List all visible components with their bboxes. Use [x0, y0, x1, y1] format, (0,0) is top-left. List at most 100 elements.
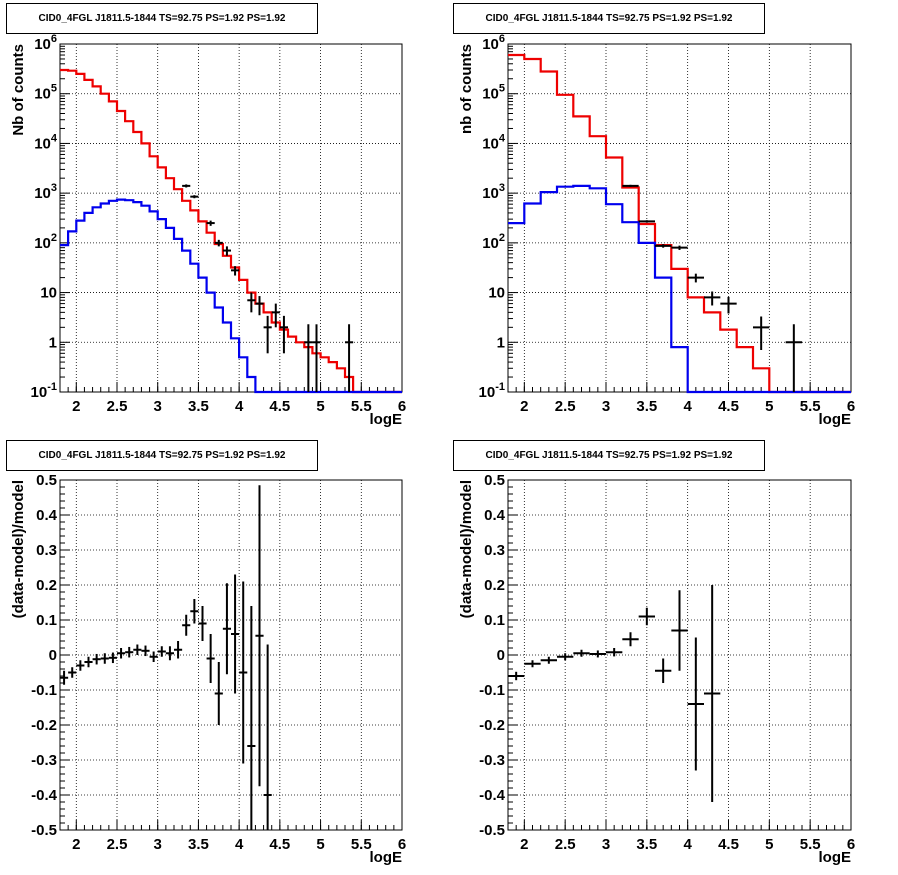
x-tick-label: 4	[683, 836, 692, 853]
residual-point	[174, 641, 183, 659]
data-point	[785, 324, 802, 392]
residual-point	[76, 660, 85, 671]
y-axis-label: (data-model)/model	[458, 480, 475, 618]
plot-frame	[507, 43, 852, 393]
y-tick-label: 0.1	[36, 612, 57, 629]
residual-point	[557, 653, 574, 661]
data-point	[190, 195, 199, 199]
x-tick-label: 2	[520, 398, 528, 415]
data-point	[753, 316, 770, 350]
data-point	[247, 292, 256, 313]
y-tick-label: -0.4	[31, 787, 58, 804]
x-tick-label: 3	[154, 836, 162, 853]
y-tick-label: 0.2	[484, 577, 505, 594]
x-tick-label: 4.5	[269, 836, 290, 853]
x-tick-label: 4.5	[718, 398, 739, 415]
y-tick-label: 0.4	[484, 507, 506, 524]
y-tick-label: 0.3	[36, 542, 57, 559]
residual-point	[108, 652, 117, 664]
residual-point	[540, 656, 557, 664]
data-point	[345, 324, 354, 392]
x-tick-label: 5.5	[800, 398, 821, 415]
residual-point	[92, 653, 101, 665]
residual-point	[622, 632, 639, 647]
y-tick-label: -0.3	[31, 752, 57, 769]
y-tick-label: -0.5	[479, 822, 505, 839]
x-axis-label: logE	[370, 849, 403, 866]
x-tick-label: 6	[398, 398, 406, 415]
residual-point	[704, 585, 721, 802]
y-tick-label: 10-1	[31, 381, 57, 401]
x-tick-label: 4.5	[718, 836, 739, 853]
y-tick-label: 103	[34, 182, 57, 202]
y-tick-label: 0	[49, 647, 57, 664]
data-point	[271, 303, 280, 328]
data-point	[720, 296, 737, 314]
x-tick-label: 6	[398, 836, 406, 853]
residual-point	[214, 662, 223, 725]
x-tick-label: 3.5	[636, 836, 657, 853]
y-tick-label: 10	[40, 285, 57, 302]
data-point	[182, 184, 191, 188]
y-tick-label: 103	[482, 182, 505, 202]
residual-point	[655, 658, 672, 683]
residual-point	[84, 656, 93, 668]
data-point	[304, 324, 313, 392]
residual-point	[255, 485, 264, 787]
y-tick-label: 10-1	[479, 381, 505, 401]
y-tick-label: -0.1	[479, 682, 505, 699]
residual-point	[68, 667, 77, 678]
x-tick-label: 5	[765, 398, 773, 415]
x-tick-label: 2	[72, 836, 80, 853]
data-point	[671, 245, 688, 250]
residual-point	[141, 645, 150, 657]
x-tick-label: 5.5	[800, 836, 821, 853]
data-point	[231, 266, 240, 276]
residual-point	[149, 651, 158, 662]
data-point	[638, 220, 655, 223]
y-tick-label: 0.5	[36, 472, 57, 489]
y-tick-label: -0.4	[479, 787, 506, 804]
x-tick-label: 2	[72, 398, 80, 415]
data-point	[622, 184, 639, 187]
residual-point	[182, 614, 191, 636]
x-tick-label: 5.5	[351, 398, 372, 415]
residual-point	[222, 583, 231, 675]
x-axis-label: logE	[370, 411, 403, 428]
x-tick-label: 3.5	[188, 398, 209, 415]
y-tick-label: 10	[488, 285, 505, 302]
y-tick-label: 105	[34, 83, 57, 103]
x-tick-label: 3.5	[636, 398, 657, 415]
y-tick-label: 0.1	[484, 612, 505, 629]
residual-point	[206, 634, 215, 683]
x-tick-label: 6	[847, 398, 855, 415]
x-tick-label: 5.5	[351, 836, 372, 853]
model-source-histogram	[508, 184, 851, 394]
data-point	[263, 315, 272, 354]
residual-point	[100, 653, 109, 664]
x-tick-label: 2.5	[107, 398, 128, 415]
residual-point	[157, 646, 166, 657]
residual-point	[198, 606, 207, 641]
residual-point	[165, 646, 174, 661]
y-tick-label: -0.2	[479, 717, 505, 734]
residual-point	[247, 606, 256, 830]
x-tick-label: 4.5	[269, 398, 290, 415]
y-tick-label: 1	[497, 334, 505, 351]
y-tick-label: 0.3	[484, 542, 505, 559]
residual-point	[117, 648, 126, 659]
x-tick-label: 5	[316, 398, 324, 415]
y-tick-label: -0.2	[31, 717, 57, 734]
residual-point	[231, 574, 240, 694]
residual-point	[606, 648, 623, 657]
data-point	[279, 315, 288, 354]
data-point	[206, 220, 215, 226]
residual-point	[263, 644, 272, 830]
residual-point	[671, 590, 688, 671]
plot-frame	[59, 43, 403, 393]
residual-point	[60, 670, 69, 685]
y-tick-label: 106	[34, 33, 57, 53]
